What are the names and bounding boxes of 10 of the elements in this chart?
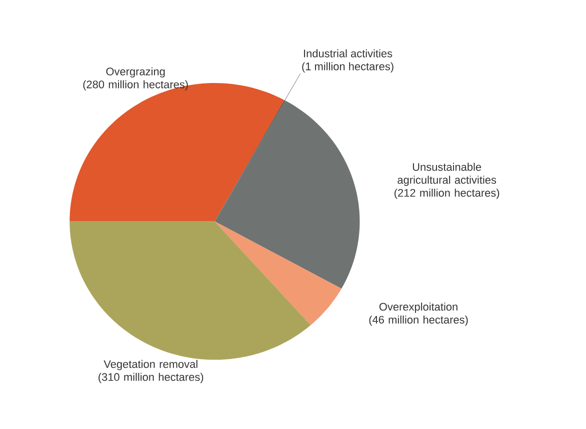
- data-label: (1 million hectares): [302, 62, 394, 72]
- data-label: (280 million hectares): [83, 80, 188, 90]
- data-label: (212 million hectares): [394, 188, 500, 199]
- slice-label: Unsustainable agricultural activities: [398, 162, 496, 186]
- data-label: (310 million hectares): [98, 372, 204, 384]
- slice-label: Overgrazing: [106, 67, 165, 78]
- slice-label: Overexploitation: [379, 302, 458, 313]
- slice-label: Industrial activities: [304, 49, 392, 58]
- slice-label: Vegetation removal: [104, 360, 198, 370]
- data-label: (46 million hectares): [369, 316, 468, 326]
